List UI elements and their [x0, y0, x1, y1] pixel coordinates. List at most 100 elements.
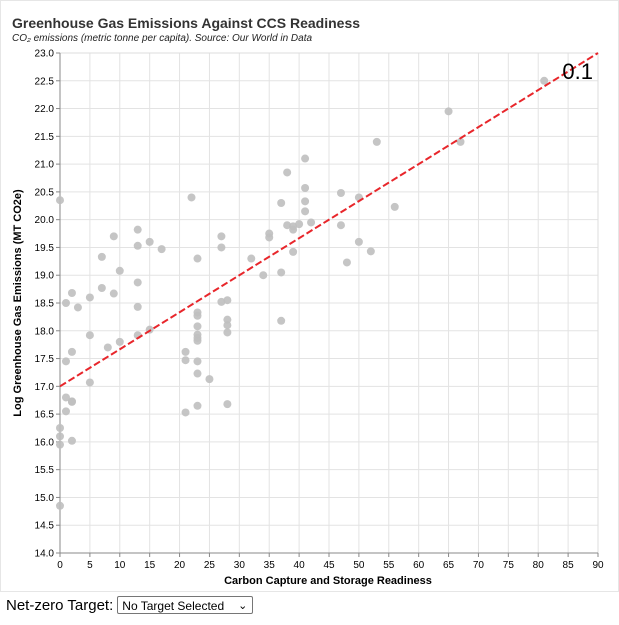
data-point[interactable]	[56, 501, 64, 510]
data-point[interactable]	[97, 284, 106, 292]
data-point[interactable]	[277, 316, 286, 325]
data-point[interactable]	[354, 237, 363, 246]
data-point[interactable]	[67, 347, 76, 356]
data-point[interactable]	[133, 225, 142, 234]
data-point[interactable]	[61, 393, 70, 402]
data-point[interactable]	[109, 232, 118, 241]
data-point[interactable]	[223, 315, 232, 324]
data-point[interactable]	[247, 254, 256, 263]
data-point[interactable]	[205, 375, 214, 384]
data-point[interactable]	[193, 322, 202, 331]
net-zero-label: Net-zero Target:	[6, 596, 114, 614]
data-point[interactable]	[223, 328, 232, 337]
data-point[interactable]	[223, 296, 232, 305]
data-point[interactable]	[67, 397, 76, 406]
data-point[interactable]	[366, 247, 375, 256]
data-point[interactable]	[67, 436, 76, 445]
y-tick-label: 17.5	[35, 354, 55, 365]
data-point[interactable]	[289, 225, 298, 234]
y-tick-label: 21.5	[35, 132, 55, 143]
y-tick-label: 20.0	[35, 215, 55, 226]
trend-line	[59, 52, 599, 388]
data-point[interactable]	[193, 311, 202, 320]
data-point[interactable]	[115, 266, 124, 275]
x-tick-label: 90	[592, 560, 604, 571]
data-point[interactable]	[181, 347, 190, 356]
data-point[interactable]	[301, 154, 310, 163]
net-zero-target-select[interactable]: No Target Selected ⌄	[117, 596, 254, 614]
data-point[interactable]	[390, 202, 399, 211]
x-tick-label: 30	[234, 560, 246, 571]
y-tick-label: 21.0	[35, 160, 55, 171]
data-point[interactable]	[181, 408, 190, 417]
data-point[interactable]	[61, 299, 70, 307]
data-point[interactable]	[56, 196, 64, 205]
data-point[interactable]	[56, 424, 64, 432]
data-point[interactable]	[85, 378, 94, 387]
data-point[interactable]	[193, 336, 202, 345]
data-point[interactable]	[109, 289, 118, 298]
y-tick-label: 16.0	[35, 437, 55, 448]
data-point[interactable]	[283, 221, 292, 230]
y-tick-label: 16.5	[35, 410, 55, 421]
data-point[interactable]	[540, 76, 549, 85]
data-point[interactable]	[223, 400, 232, 409]
data-point[interactable]	[133, 278, 142, 287]
data-point[interactable]	[259, 271, 268, 280]
data-point[interactable]	[193, 357, 202, 366]
data-point[interactable]	[103, 343, 112, 352]
data-point[interactable]	[289, 247, 298, 256]
data-point[interactable]	[307, 218, 316, 227]
data-point[interactable]	[265, 233, 274, 242]
data-point[interactable]	[217, 232, 226, 241]
y-tick-label: 19.0	[35, 271, 55, 282]
data-point[interactable]	[193, 401, 202, 410]
data-point[interactable]	[283, 168, 292, 177]
x-tick-label: 25	[204, 560, 216, 571]
y-tick-label: 23.0	[35, 49, 55, 60]
x-tick-label: 35	[264, 560, 276, 571]
data-point[interactable]	[181, 356, 190, 365]
data-point[interactable]	[277, 199, 286, 207]
data-point[interactable]	[73, 303, 82, 312]
x-tick-label: 55	[383, 560, 395, 571]
data-point[interactable]	[61, 407, 70, 416]
y-tick-label: 19.5	[35, 243, 55, 254]
x-tick-label: 75	[503, 560, 515, 571]
data-point[interactable]	[61, 357, 70, 366]
data-point[interactable]	[301, 197, 310, 206]
data-point[interactable]	[85, 293, 94, 302]
data-point[interactable]	[97, 252, 106, 261]
data-point[interactable]	[277, 268, 286, 277]
data-point[interactable]	[157, 245, 166, 254]
data-point[interactable]	[187, 193, 196, 202]
chart-title: Greenhouse Gas Emissions Against CCS Rea…	[12, 15, 361, 31]
data-point[interactable]	[67, 289, 76, 297]
data-point[interactable]	[56, 432, 64, 441]
data-point[interactable]	[85, 331, 94, 340]
data-point[interactable]	[133, 302, 142, 311]
data-point[interactable]	[456, 137, 465, 146]
data-point[interactable]	[444, 107, 453, 116]
x-tick-label: 0	[57, 560, 63, 571]
data-point[interactable]	[145, 237, 154, 246]
data-point[interactable]	[56, 440, 64, 449]
data-point[interactable]	[336, 189, 345, 197]
x-tick-label: 45	[323, 560, 335, 571]
data-point[interactable]	[301, 207, 310, 216]
data-point[interactable]	[336, 221, 345, 230]
x-tick-label: 10	[114, 560, 126, 571]
data-point[interactable]	[217, 243, 226, 252]
data-point[interactable]	[193, 254, 202, 263]
data-point[interactable]	[193, 369, 202, 378]
data-point[interactable]	[115, 337, 124, 346]
data-point[interactable]	[295, 220, 304, 229]
data-point[interactable]	[133, 241, 142, 250]
data-point[interactable]	[301, 184, 310, 192]
data-point[interactable]	[223, 321, 232, 330]
data-point[interactable]	[342, 258, 351, 267]
data-point[interactable]	[372, 137, 381, 146]
grid	[59, 52, 599, 554]
trend-line-group	[59, 52, 599, 388]
y-tick-label: 17.0	[35, 382, 55, 393]
